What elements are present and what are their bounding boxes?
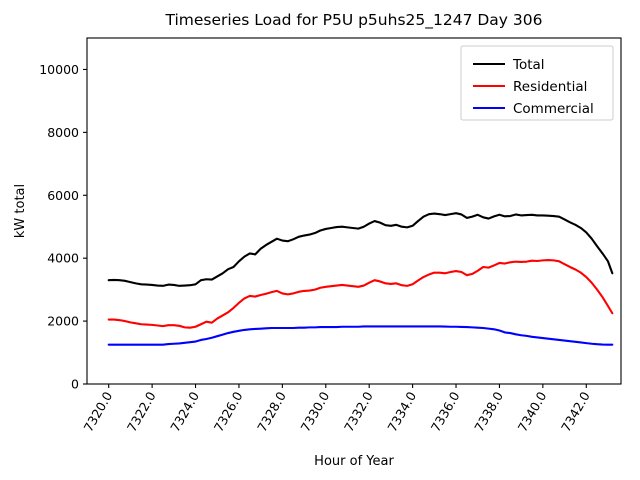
x-tick-label: 7328.0 <box>254 389 289 434</box>
y-tick-label: 0 <box>71 377 79 392</box>
y-axis-label: kW total <box>13 184 28 238</box>
y-tick-label: 4000 <box>47 251 79 266</box>
legend-label-residential: Residential <box>513 79 587 95</box>
y-tick-label: 2000 <box>47 314 79 329</box>
y-axis: 0 2000 4000 6000 8000 10000 <box>39 62 87 392</box>
series-line-residential <box>107 259 614 329</box>
x-axis: 7320.0 7322.0 7324.0 7326.0 7328.0 7330.0 7332… <box>80 384 593 434</box>
x-tick-label: 7324.0 <box>167 389 202 434</box>
x-tick-label: 7334.0 <box>384 389 419 434</box>
series-line-commercial <box>107 325 614 346</box>
plot-frame <box>86 37 622 385</box>
y-tick-label: 10000 <box>39 62 79 77</box>
y-tick-label: 6000 <box>47 188 79 203</box>
chart-title: Timeseries Load for P5U p5uhs25_1247 Day… <box>165 11 543 30</box>
x-tick-label: 7326.0 <box>211 389 246 434</box>
x-tick-label: 7322.0 <box>124 389 159 434</box>
x-tick-label: 7338.0 <box>471 389 506 434</box>
x-axis-label: Hour of Year <box>314 454 394 469</box>
series-line-total <box>107 212 614 287</box>
x-tick-label: 7342.0 <box>558 389 593 434</box>
x-tick-label: 7332.0 <box>341 389 376 434</box>
x-tick-label: 7336.0 <box>428 389 463 434</box>
y-tick-label: 8000 <box>47 125 79 140</box>
x-tick-label: 7330.0 <box>298 389 333 434</box>
chart-legend: Total Residential Commercial <box>460 45 614 121</box>
legend-label-total: Total <box>512 57 545 73</box>
legend-label-commercial: Commercial <box>513 101 594 117</box>
x-tick-label: 7340.0 <box>515 389 550 434</box>
x-tick-label: 7320.0 <box>80 389 115 434</box>
